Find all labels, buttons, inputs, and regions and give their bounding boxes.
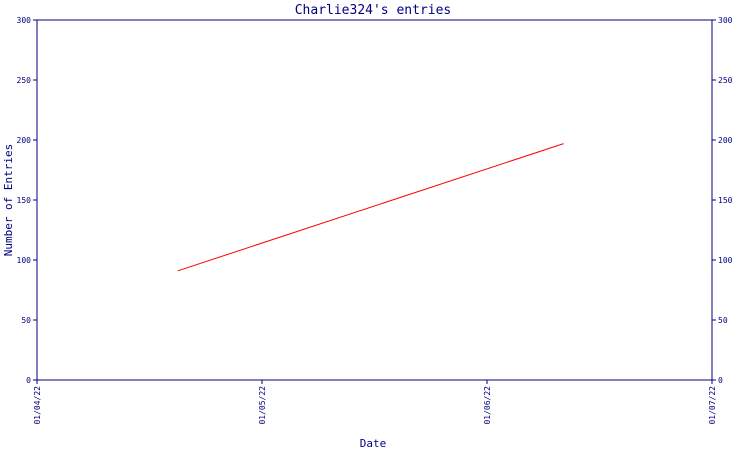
series-layer bbox=[177, 143, 564, 272]
y-tick-label-left: 250 bbox=[17, 76, 32, 85]
y-tick-label-right: 200 bbox=[718, 136, 733, 145]
y-axis-label: Number of Entries bbox=[2, 144, 15, 257]
y-tick-label-left: 0 bbox=[26, 376, 31, 385]
x-tick-label: 01/07/22 bbox=[708, 386, 717, 425]
y-tick-label-right: 100 bbox=[718, 256, 733, 265]
y-tick-label-left: 300 bbox=[17, 16, 32, 25]
plot-frame bbox=[36, 19, 713, 381]
y-tick-label-left: 150 bbox=[17, 196, 32, 205]
y-axis-left: 0 50 100 150 200 250 300 bbox=[17, 16, 37, 385]
series-line bbox=[177, 143, 564, 272]
y-tick-label-right: 0 bbox=[718, 376, 723, 385]
y-tick-label-right: 50 bbox=[718, 316, 728, 325]
x-tick-label: 01/05/22 bbox=[258, 386, 267, 425]
y-tick-label-left: 100 bbox=[17, 256, 32, 265]
y-axis-right: 0 50 100 150 200 250 300 bbox=[712, 16, 733, 385]
y-tick-label-left: 200 bbox=[17, 136, 32, 145]
y-tick-label-right: 150 bbox=[718, 196, 733, 205]
x-tick-label: 01/04/22 bbox=[33, 386, 42, 425]
x-axis: 01/04/22 01/05/22 01/06/22 01/07/22 bbox=[33, 380, 717, 425]
y-tick-label-right: 300 bbox=[718, 16, 733, 25]
x-axis-label: Date bbox=[360, 437, 387, 450]
y-tick-label-left: 50 bbox=[21, 316, 31, 325]
y-tick-label-right: 250 bbox=[718, 76, 733, 85]
x-tick-label: 01/06/22 bbox=[483, 386, 492, 425]
chart-title: Charlie324's entries bbox=[295, 3, 452, 18]
